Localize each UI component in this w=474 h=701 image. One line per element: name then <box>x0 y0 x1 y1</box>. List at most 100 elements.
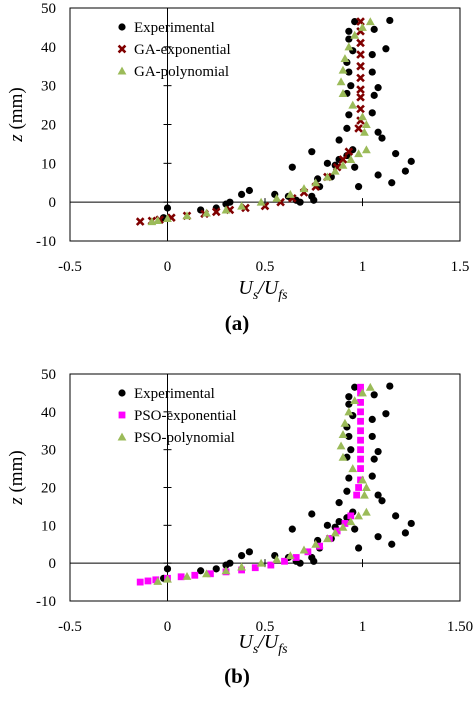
series-0 <box>160 382 415 582</box>
x-tick-label: 0.5 <box>256 619 275 635</box>
y-tick-label: 50 <box>41 367 56 383</box>
y-tick-label: 20 <box>41 118 56 134</box>
data-point <box>281 557 288 565</box>
legend-marker <box>118 411 126 419</box>
data-point <box>344 42 354 51</box>
data-point <box>362 145 371 154</box>
data-point <box>357 465 364 472</box>
data-point <box>226 559 234 567</box>
data-point <box>356 104 365 114</box>
data-point <box>330 528 340 537</box>
data-point <box>345 393 353 401</box>
x-tick-label: 0 <box>164 619 172 635</box>
data-point <box>370 91 378 99</box>
data-point <box>296 198 304 206</box>
data-point <box>348 464 358 473</box>
data-point <box>237 201 246 210</box>
legend-label: Experimental <box>134 20 215 36</box>
plot-frame <box>69 7 461 242</box>
data-point <box>153 576 163 585</box>
data-point <box>354 124 363 133</box>
data-point <box>272 554 282 563</box>
data-point <box>292 554 300 561</box>
data-point <box>345 111 353 119</box>
data-point <box>368 415 376 423</box>
data-point <box>347 512 355 520</box>
legend-marker <box>118 23 126 31</box>
data-point <box>357 417 364 425</box>
data-point <box>374 491 382 499</box>
data-point <box>357 427 364 435</box>
data-point <box>336 441 346 450</box>
data-point <box>357 408 364 416</box>
data-point <box>351 383 359 391</box>
chart-panel-1: -0.5 0 0.5 1 1.50 -10 0 10 20 30 40 50 Us/Ufs z (mm) E… <box>6 367 473 688</box>
data-point <box>341 520 349 527</box>
legend-label: PSO-polynomial <box>134 430 235 446</box>
data-point <box>358 475 367 484</box>
data-point <box>360 490 369 499</box>
legend-label: GA-polynomial <box>134 64 229 80</box>
data-point <box>345 68 353 76</box>
legend-marker <box>117 432 127 441</box>
data-point <box>296 559 304 567</box>
data-point <box>368 51 376 59</box>
data-point <box>343 124 351 132</box>
data-point <box>374 533 382 541</box>
data-point <box>357 383 364 391</box>
y-axis-label: z (mm) <box>6 450 27 505</box>
y-axis-label: z (mm) <box>6 87 27 142</box>
data-point <box>362 507 371 516</box>
data-point <box>338 155 348 164</box>
data-point <box>358 388 367 397</box>
data-point <box>357 436 364 444</box>
data-point <box>348 100 358 109</box>
data-point <box>370 391 378 399</box>
data-point <box>338 89 348 97</box>
data-point <box>340 54 350 63</box>
plot-frame <box>69 373 461 602</box>
data-point <box>345 474 353 482</box>
data-point <box>163 574 172 583</box>
data-point <box>340 418 350 427</box>
data-point <box>237 562 246 571</box>
data-point <box>153 216 163 224</box>
data-point <box>191 571 199 579</box>
data-point <box>382 45 390 53</box>
data-point <box>350 30 360 39</box>
data-point <box>401 167 409 175</box>
legend-marker <box>117 44 127 54</box>
x-axis-label: Us/Ufs <box>238 277 288 303</box>
data-point <box>370 25 378 33</box>
data-point <box>251 564 259 572</box>
data-point <box>344 407 354 416</box>
data-point <box>323 172 332 181</box>
data-point <box>355 544 363 552</box>
data-point <box>226 198 234 206</box>
data-point <box>136 578 144 586</box>
data-point <box>386 16 394 25</box>
data-point <box>316 542 323 550</box>
data-point <box>356 73 365 83</box>
data-point <box>144 577 152 585</box>
y-tick-label: 0 <box>49 556 57 572</box>
data-point <box>351 17 359 26</box>
data-point <box>212 565 220 573</box>
data-point <box>323 521 331 529</box>
data-point <box>285 551 295 560</box>
panel-label: (a) <box>225 311 250 335</box>
data-point <box>304 548 312 556</box>
data-point <box>392 512 400 520</box>
data-point <box>308 510 316 518</box>
y-tick-label: 40 <box>41 405 56 421</box>
data-point <box>357 455 364 463</box>
legend-marker <box>118 389 126 397</box>
x-axis-label: Us/Ufs <box>238 631 288 657</box>
data-point <box>345 35 353 43</box>
y-tick-label: 10 <box>41 156 56 172</box>
y-tick-label: 30 <box>41 443 56 459</box>
data-point <box>182 572 192 580</box>
data-point <box>211 207 221 217</box>
data-point <box>347 446 355 454</box>
